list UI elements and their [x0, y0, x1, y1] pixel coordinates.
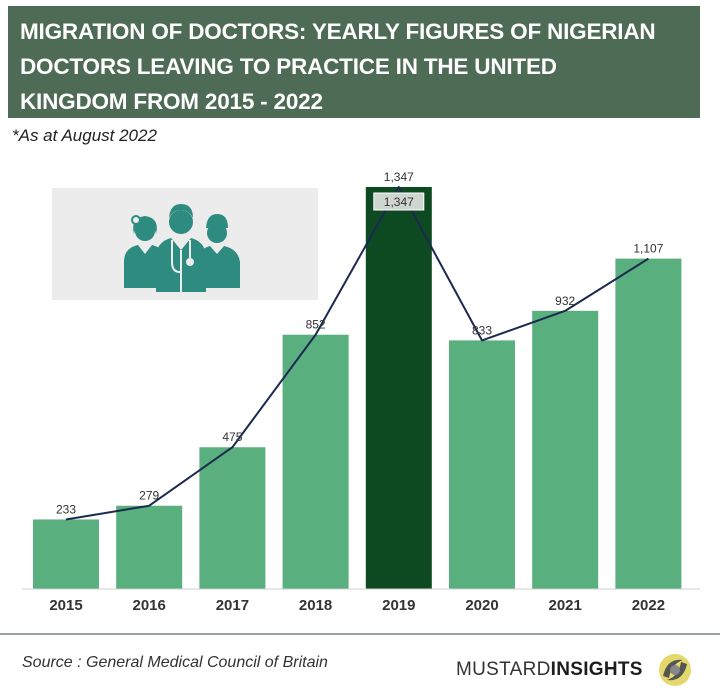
- data-label-2018: 852: [306, 318, 326, 332]
- illustration-panel: [52, 188, 318, 300]
- bar-2017: [199, 447, 266, 589]
- footer-divider: [0, 633, 720, 635]
- x-tick-label-2016: 2016: [133, 597, 166, 614]
- bar-2019: [365, 187, 432, 589]
- data-label-2017: 475: [222, 430, 242, 444]
- data-label-2019: 1,347: [384, 170, 414, 184]
- data-label-2016: 279: [139, 489, 159, 503]
- x-tick-label-2017: 2017: [216, 597, 249, 614]
- x-tick-label-2019: 2019: [382, 597, 415, 614]
- title-line-2: DOCTORS LEAVING TO PRACTICE IN THE UNITE…: [20, 54, 557, 79]
- bar-2022: [615, 258, 682, 589]
- source-note: Source : General Medical Council of Brit…: [22, 654, 328, 671]
- bar-2016: [116, 505, 183, 589]
- x-tick-label-2015: 2015: [49, 597, 82, 614]
- doctors-group-icon: [124, 204, 240, 292]
- data-label-2022: 1,107: [633, 242, 663, 256]
- x-tick-label-2018: 2018: [299, 597, 332, 614]
- title-line-1: MIGRATION OF DOCTORS: YEARLY FIGURES OF …: [20, 19, 656, 44]
- x-tick-label-2020: 2020: [465, 597, 498, 614]
- title-banner: MIGRATION OF DOCTORS: YEARLY FIGURES OF …: [8, 6, 700, 118]
- bar-2020: [449, 340, 515, 589]
- data-label-2021: 932: [555, 294, 575, 308]
- brand: MUSTARD INSIGHTS: [456, 652, 693, 688]
- highlight-label-box: [373, 192, 425, 211]
- bar-2015: [33, 519, 99, 589]
- brand-name-bold: INSIGHTS: [550, 659, 643, 680]
- bar-2018: [282, 334, 349, 589]
- x-tick-label-2022: 2022: [632, 597, 665, 614]
- highlight-label: 1,347: [384, 195, 414, 209]
- bar-chart: 233 279 475 852 1,347 1,347 833 932 1,107 2015 201…: [22, 170, 700, 614]
- brand-name-light: MUSTARD: [456, 659, 551, 680]
- x-tick-label-2021: 2021: [549, 597, 582, 614]
- data-label-2020: 833: [472, 323, 492, 337]
- subtitle: *As at August 2022: [12, 126, 157, 145]
- bar-2021: [532, 310, 599, 589]
- title-line-3: KINGDOM FROM 2015 - 2022: [20, 89, 323, 114]
- trend-line: [65, 186, 649, 521]
- brand-logo-icon: [658, 654, 691, 686]
- data-label-2015: 233: [56, 502, 76, 516]
